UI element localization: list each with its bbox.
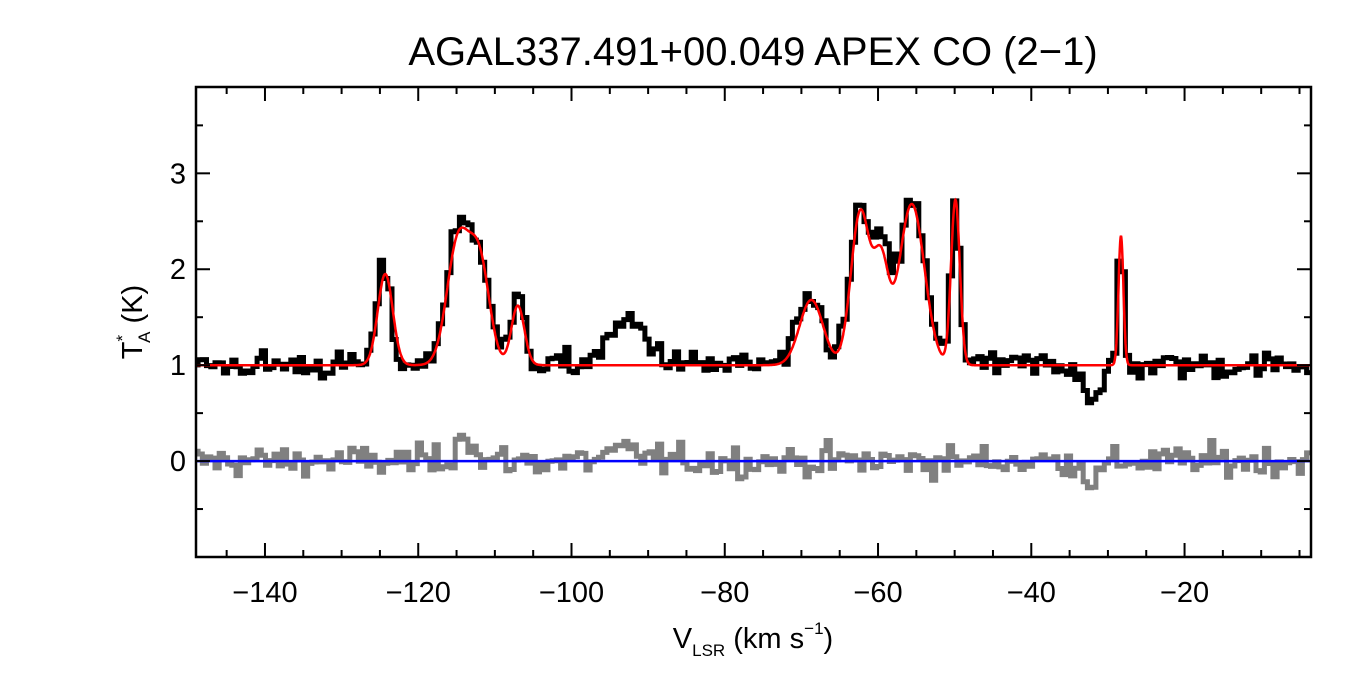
y-tick-label: 3: [170, 158, 186, 190]
y-tick-label: 0: [170, 446, 186, 478]
y-axis-label-main: T: [117, 341, 149, 359]
x-tick-label: −140: [232, 577, 297, 609]
plot-frame: [194, 85, 1313, 559]
plot-area: [196, 197, 1311, 491]
series-gaussian-fit: [196, 197, 1311, 367]
chart-title: AGAL337.491+00.049 APEX CO (2−1): [408, 30, 1097, 74]
x-tick-label: −120: [386, 577, 451, 609]
y-axis-label-unit: (K): [117, 285, 149, 332]
y-axis-label-sub: A: [135, 331, 154, 343]
x-axis-label: VLSR (km s−1): [673, 619, 833, 660]
x-axis-label-unit-sup: −1: [804, 619, 823, 638]
x-tick-label: −100: [539, 577, 604, 609]
series-layer: [196, 197, 1311, 491]
x-axis-label-unit-close: ): [824, 623, 834, 655]
y-tick-label: 2: [170, 254, 186, 286]
x-tick-label: −40: [1007, 577, 1056, 609]
x-axis-label-unit: (km s: [725, 623, 804, 655]
x-axis-label-main: V: [673, 623, 693, 655]
axis-tick-labels: −140 −120 −100 −80 −60 −40 −20 0 1 2 3: [170, 158, 1209, 609]
x-tick-label: −80: [700, 577, 749, 609]
series-observed-spectrum: [196, 197, 1311, 406]
y-axis-label-sup: *: [113, 334, 132, 341]
series-residual: [196, 432, 1311, 491]
axis-ticks: [196, 87, 1311, 557]
x-tick-label: −60: [853, 577, 902, 609]
y-tick-label: 1: [170, 350, 186, 382]
x-tick-label: −20: [1160, 577, 1209, 609]
x-axis-label-sub: LSR: [692, 641, 725, 660]
y-axis-label: T* A (K): [113, 285, 154, 359]
